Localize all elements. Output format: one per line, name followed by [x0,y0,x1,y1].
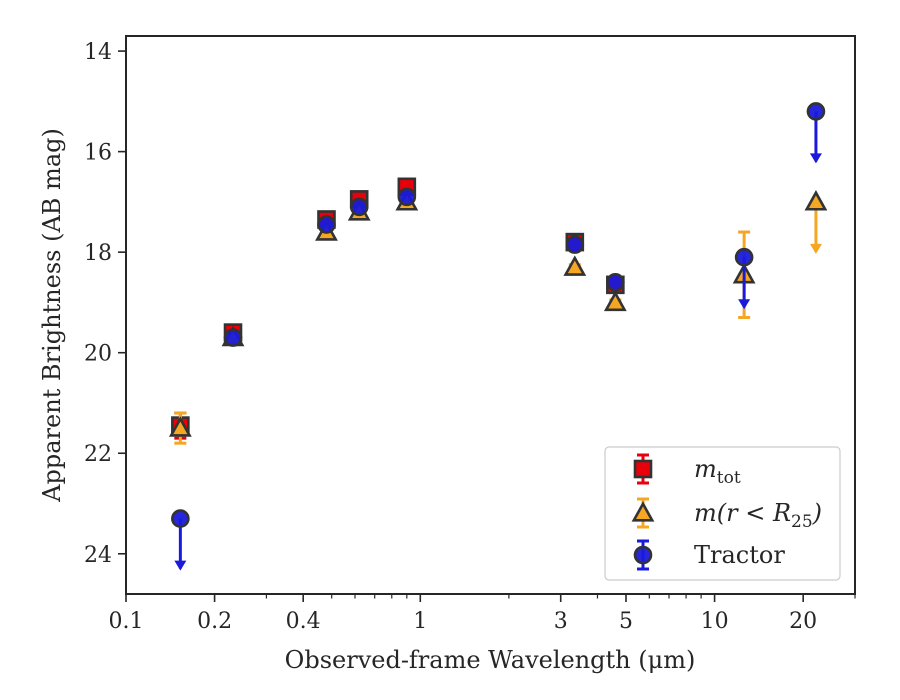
tractor-limit-arrowhead [738,299,751,310]
tractor-marker [397,187,417,207]
data-point-tractor [806,102,826,164]
series-m-r25 [168,190,828,445]
data-point-tractor [171,509,190,571]
x-tick-label: 5 [619,609,633,634]
y-tick-label: 14 [84,40,112,65]
x-tick-label: 10 [701,609,729,634]
legend-entry-tractor: Tractor [633,539,785,571]
x-tick-label: 0.2 [197,609,232,634]
plot-area-border [125,35,856,595]
m-r25-marker [603,290,627,312]
data-point-m-r25 [804,190,828,254]
legend-entry-mtot: mtot [633,453,741,488]
y-tick-label: 20 [84,342,112,367]
y-tick-label: 16 [84,141,112,166]
m-r25-marker [804,190,828,211]
legend-entry-m-r25: m(r < R25) [631,497,822,532]
x-tick-label: 0.1 [109,609,144,634]
tractor-marker [806,102,826,121]
y-tick-label: 18 [84,241,112,266]
x-tick-label: 1 [413,609,427,634]
legend-marker [631,501,655,522]
data-point-m-r25 [563,255,587,276]
tractor-marker [171,509,190,528]
data-point-tractor [317,215,336,234]
tractor-limit-arrowhead [809,153,822,164]
legend-marker [633,545,653,565]
legend: mtot m(r < R25) Tractor [604,446,841,581]
axis-ticks: 0.1 0.2 0.4 1 3 5 10 20 14 16 18 20 22 24 [84,40,856,634]
data-point-tractor [606,273,625,292]
tractor-marker [317,215,336,234]
plot-frame [125,35,856,595]
tractor-marker [349,197,369,217]
y-axis-label: Apparent Brightness (AB mag) [38,128,66,503]
data-point-m-r25 [603,290,627,312]
x-tick-label: 3 [554,609,568,634]
tractor-marker [734,247,754,267]
series-tractor [171,102,826,571]
m-r25-marker [168,416,192,437]
tractor-marker [606,273,625,292]
series-mtot [171,177,625,440]
tractor-limit-arrowhead [174,560,187,571]
tractor-marker [223,328,243,347]
legend-box [604,446,841,581]
m-r25-limit-arrowhead [809,243,822,254]
x-axis-label: Observed-frame Wavelength (μm) [285,646,696,674]
data-point-tractor [349,197,369,217]
chart-marks [168,102,828,571]
data-point-tractor [565,235,585,254]
data-point-tractor [397,187,417,207]
m-r25-marker [563,255,587,276]
x-tick-label: 20 [789,609,817,634]
legend-label: m(r < R25) [694,499,822,532]
legend-marker [633,459,653,479]
tractor-marker [565,235,585,254]
data-point-tractor [734,247,754,310]
legend-label: Tractor [694,541,785,569]
data-point-tractor [223,328,243,347]
data-point-m-r25 [168,411,192,445]
y-tick-label: 24 [84,543,112,568]
y-tick-label: 22 [84,442,112,467]
legend-label: mtot [694,455,741,488]
x-tick-label: 0.4 [286,609,321,634]
